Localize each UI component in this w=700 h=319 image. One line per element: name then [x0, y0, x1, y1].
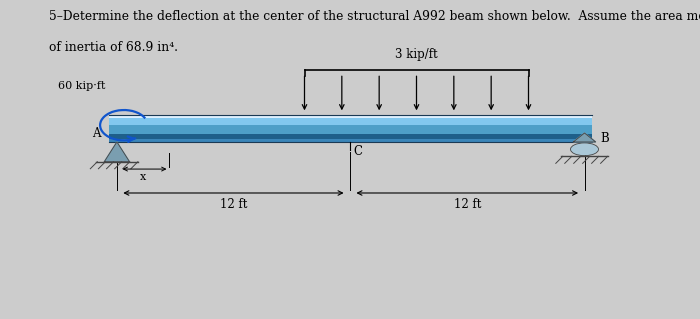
- Bar: [108, 115, 592, 117]
- Text: 12 ft: 12 ft: [220, 198, 247, 211]
- Polygon shape: [573, 133, 596, 142]
- Bar: [108, 125, 592, 134]
- Bar: [108, 117, 592, 125]
- Text: 5–Determine the deflection at the center of the structural A992 beam shown below: 5–Determine the deflection at the center…: [49, 10, 700, 23]
- Text: B: B: [600, 132, 608, 145]
- Polygon shape: [104, 142, 130, 162]
- Text: 60 kip·ft: 60 kip·ft: [57, 81, 105, 91]
- Text: 12 ft: 12 ft: [454, 198, 481, 211]
- Text: 3 kip/ft: 3 kip/ft: [395, 48, 438, 61]
- Text: x: x: [140, 172, 146, 182]
- Bar: [108, 134, 592, 139]
- Bar: [108, 139, 592, 142]
- Text: A: A: [92, 127, 101, 140]
- Circle shape: [570, 143, 598, 156]
- Text: of inertia of 68.9 in⁴.: of inertia of 68.9 in⁴.: [49, 41, 178, 55]
- Text: C: C: [354, 145, 363, 158]
